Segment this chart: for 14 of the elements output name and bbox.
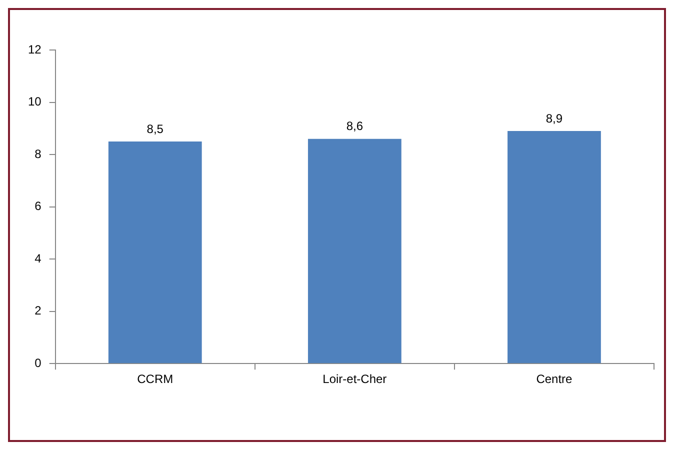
y-tick-label: 0 xyxy=(34,356,42,370)
x-tick-label: Loir-et-Cher xyxy=(322,372,387,386)
chart-frame: CCRM Loir-et-Cher Centre 0 2 4 6 8 10 12 8,5 8,6 8,9 xyxy=(8,8,666,442)
data-label: 8,5 xyxy=(146,122,164,136)
data-label: 8,6 xyxy=(346,119,364,134)
y-tick-label: 6 xyxy=(34,199,42,214)
y-tick-label: 4 xyxy=(34,251,42,266)
x-tick-label: Centre xyxy=(536,372,573,386)
data-label: 8,9 xyxy=(546,111,563,126)
y-tick-label: 8 xyxy=(34,146,42,161)
y-tick-label: 2 xyxy=(34,304,42,318)
x-tick-label: CCRM xyxy=(137,372,174,386)
y-tick-label: 12 xyxy=(28,42,42,56)
y-tick-label: 10 xyxy=(28,94,42,109)
